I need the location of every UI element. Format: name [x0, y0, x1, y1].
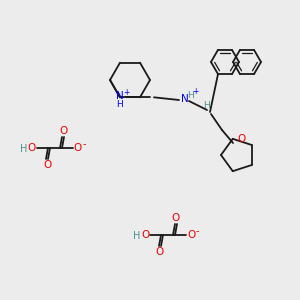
Text: H: H: [133, 231, 141, 241]
Text: O: O: [141, 230, 149, 240]
Text: O: O: [238, 134, 246, 144]
Text: O: O: [43, 160, 51, 170]
Text: +: +: [123, 88, 129, 97]
Text: +: +: [192, 86, 198, 95]
Text: O: O: [74, 143, 82, 153]
Text: N: N: [181, 94, 189, 104]
Text: -: -: [195, 226, 199, 236]
Text: O: O: [187, 230, 195, 240]
Text: N: N: [116, 91, 124, 101]
Text: -: -: [82, 139, 86, 149]
Text: H: H: [187, 91, 194, 100]
Text: O: O: [172, 213, 180, 223]
Text: H: H: [202, 100, 209, 109]
Text: O: O: [156, 247, 164, 257]
Text: O: O: [59, 126, 67, 136]
Text: H: H: [20, 144, 28, 154]
Text: O: O: [28, 143, 36, 153]
Text: H: H: [117, 100, 123, 109]
